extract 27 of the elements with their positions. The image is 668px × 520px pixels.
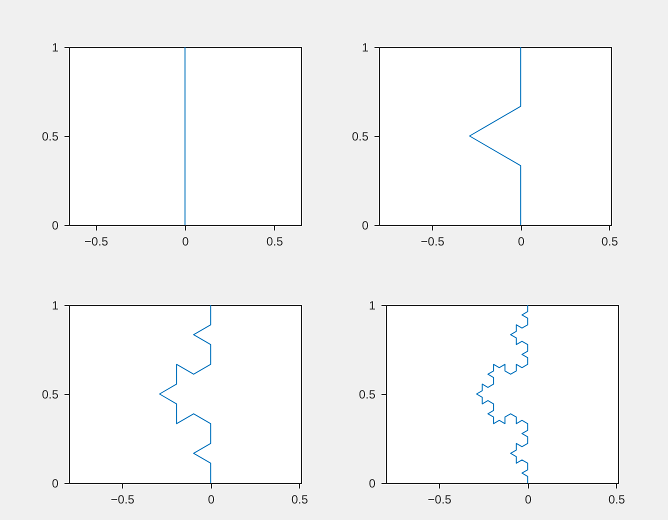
line-series (476, 305, 528, 483)
y-tick-label: 0 (362, 218, 369, 232)
y-tick-label: 0 (368, 476, 376, 490)
x-tick-label: 0.5 (291, 492, 308, 506)
x-tick-label: 0 (524, 492, 532, 506)
x-tick-label: −0.5 (420, 234, 445, 248)
y-tick-label: 0.5 (352, 130, 369, 144)
x-tick-label: 0 (208, 492, 215, 506)
x-tick-label: −0.5 (428, 492, 452, 506)
y-tick-label: 1 (362, 40, 369, 54)
y-tick-label: 0.5 (42, 388, 59, 402)
y-tick-label: 1 (52, 40, 59, 54)
x-tick-label: 0 (518, 234, 525, 248)
x-tick-label: 0 (182, 234, 190, 248)
x-tick-label: −0.5 (84, 234, 108, 248)
y-tick-label: 0.5 (358, 388, 376, 402)
x-tick-label: 0.5 (608, 492, 626, 506)
y-tick-label: 1 (52, 298, 59, 312)
x-tick-label: 0.5 (266, 234, 284, 248)
x-tick-label: −0.5 (110, 492, 135, 506)
y-tick-label: 0 (52, 476, 59, 490)
x-tick-label: 0.5 (601, 234, 618, 248)
line-series (469, 47, 522, 225)
y-tick-label: 0.5 (42, 130, 59, 144)
line-series (159, 305, 212, 483)
y-tick-label: 0 (52, 218, 59, 232)
y-tick-label: 1 (368, 298, 376, 312)
